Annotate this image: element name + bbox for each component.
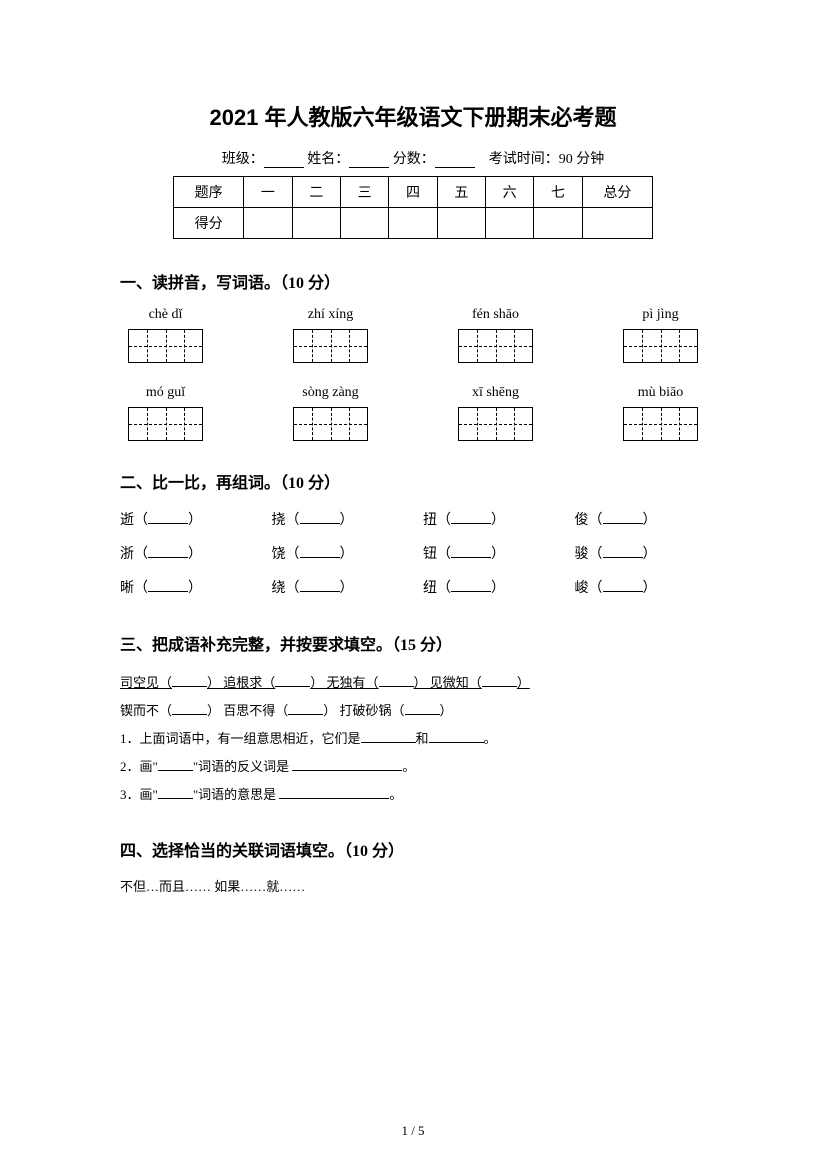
table-cell: [534, 208, 582, 239]
table-cell: 四: [389, 177, 437, 208]
table-cell: [292, 208, 340, 239]
compare-item: 浙（）: [120, 541, 252, 569]
compare-item: 峻（）: [575, 575, 707, 603]
idiom-line-1: 司空见（） 追根求（） 无独有（） 见微知（）: [120, 669, 706, 697]
name-label: 姓名：: [307, 152, 349, 167]
table-cell: 三: [340, 177, 388, 208]
class-label: 班级：: [222, 152, 264, 167]
name-blank: [349, 167, 389, 168]
char-box: [623, 407, 698, 441]
table-cell: [437, 208, 485, 239]
table-row: 得分: [174, 208, 653, 239]
table-cell: [582, 208, 652, 239]
page-number: 1 / 5: [0, 1123, 826, 1139]
compare-item: 逝（）: [120, 507, 252, 535]
question-1: 1．上面词语中，有一组意思相近，它们是和。: [120, 725, 706, 753]
pinyin-item: mó guǐ: [128, 385, 203, 441]
table-cell: 二: [292, 177, 340, 208]
section-3-content: 司空见（） 追根求（） 无独有（） 见微知（） 锲而不（） 百思不得（） 打破砂…: [120, 669, 706, 809]
compare-item: 钮（）: [423, 541, 555, 569]
table-cell: [340, 208, 388, 239]
pinyin-text: mù biāo: [638, 385, 684, 401]
pinyin-item: fén shāo: [458, 307, 533, 363]
header-info: 班级： 姓名： 分数： 考试时间：90 分钟: [120, 148, 706, 168]
table-cell: 题序: [174, 177, 244, 208]
pinyin-text: xī shēng: [472, 385, 519, 401]
section-3-title: 三、把成语补充完整，并按要求填空。（15 分）: [120, 631, 706, 655]
pinyin-text: mó guǐ: [146, 385, 185, 401]
char-box: [293, 329, 368, 363]
pinyin-item: chè dǐ: [128, 307, 203, 363]
page-title: 2021 年人教版六年级语文下册期末必考题: [120, 100, 706, 132]
question-3: 3．画""词语的意思是 。: [120, 781, 706, 809]
pinyin-item: zhí xíng: [293, 307, 368, 363]
char-box: [128, 407, 203, 441]
question-2: 2．画""词语的反义词是 。: [120, 753, 706, 781]
table-cell: 六: [486, 177, 534, 208]
table-cell: 一: [244, 177, 292, 208]
score-label: 分数：: [393, 152, 435, 167]
table-cell: 五: [437, 177, 485, 208]
table-cell: 总分: [582, 177, 652, 208]
pinyin-text: chè dǐ: [149, 307, 183, 323]
compare-item: 纽（）: [423, 575, 555, 603]
pinyin-text: pì jìng: [642, 307, 678, 323]
section-4-title: 四、选择恰当的关联词语填空。（10 分）: [120, 837, 706, 861]
pinyin-item: sòng zàng: [293, 385, 368, 441]
table-cell: [486, 208, 534, 239]
pinyin-text: sòng zàng: [302, 385, 358, 401]
char-box: [623, 329, 698, 363]
compare-item: 挠（）: [272, 507, 404, 535]
compare-item: 扭（）: [423, 507, 555, 535]
table-cell: 七: [534, 177, 582, 208]
table-cell: 得分: [174, 208, 244, 239]
pinyin-item: mù biāo: [623, 385, 698, 441]
pinyin-item: xī shēng: [458, 385, 533, 441]
score-table: 题序 一 二 三 四 五 六 七 总分 得分: [173, 176, 653, 239]
section-2-title: 二、比一比，再组词。（10 分）: [120, 469, 706, 493]
pinyin-text: fén shāo: [472, 307, 519, 323]
table-row: 题序 一 二 三 四 五 六 七 总分: [174, 177, 653, 208]
char-box: [458, 329, 533, 363]
compare-item: 饶（）: [272, 541, 404, 569]
pinyin-item: pì jìng: [623, 307, 698, 363]
class-blank: [264, 167, 304, 168]
char-box: [293, 407, 368, 441]
compare-grid: 逝（） 挠（） 扭（） 俊（） 浙（） 饶（） 钮（） 骏（） 晰（） 绕（） …: [120, 507, 706, 603]
char-box: [458, 407, 533, 441]
compare-item: 绕（）: [272, 575, 404, 603]
table-cell: [244, 208, 292, 239]
pinyin-row-1: chè dǐ zhí xíng fén shāo pì jìng: [120, 307, 706, 363]
pinyin-text: zhí xíng: [308, 307, 354, 323]
compare-item: 骏（）: [575, 541, 707, 569]
section-1-title: 一、读拼音，写词语。（10 分）: [120, 269, 706, 293]
compare-item: 俊（）: [575, 507, 707, 535]
score-blank: [435, 167, 475, 168]
pinyin-row-2: mó guǐ sòng zàng xī shēng mù biāo: [120, 385, 706, 441]
char-box: [128, 329, 203, 363]
exam-time: 考试时间：90 分钟: [489, 152, 605, 167]
idiom-line-2: 锲而不（） 百思不得（） 打破砂锅（）: [120, 697, 706, 725]
table-cell: [389, 208, 437, 239]
section-4-options: 不但…而且…… 如果……就……: [120, 875, 706, 899]
compare-item: 晰（）: [120, 575, 252, 603]
